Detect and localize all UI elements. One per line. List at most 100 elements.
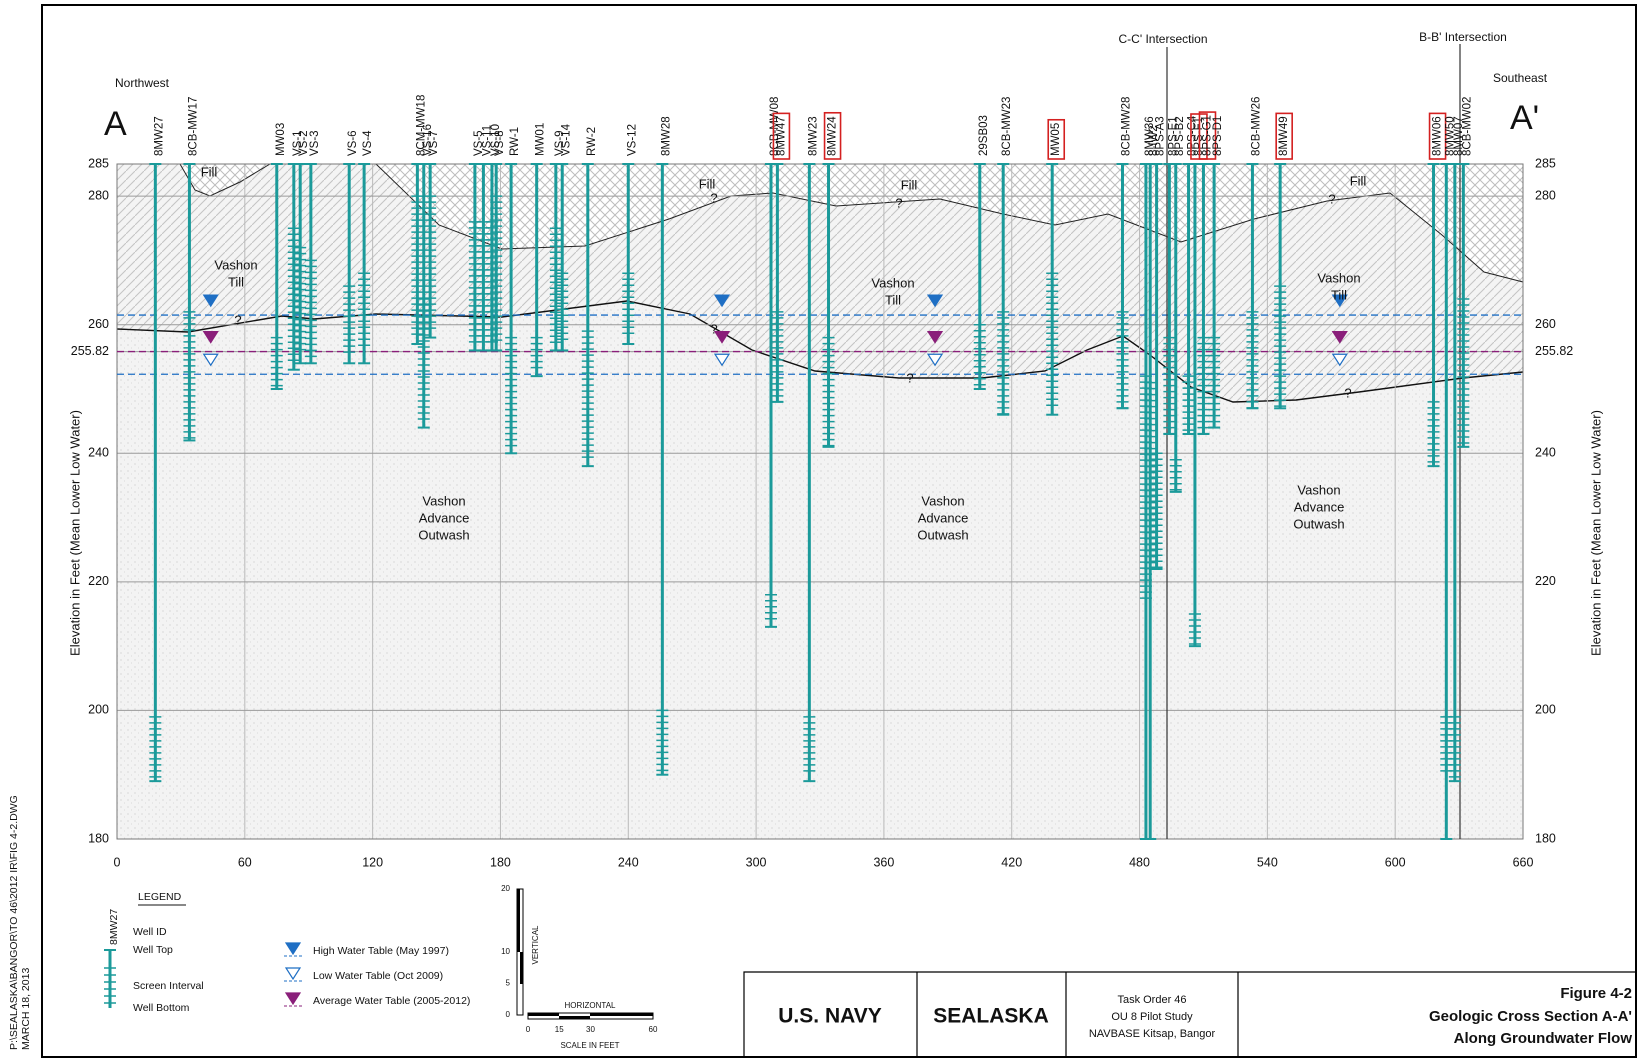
legend-label: Average Water Table (2005-2012) <box>313 995 470 1007</box>
y-tick-label: 260 <box>1535 317 1556 331</box>
legend-symbol <box>286 943 300 954</box>
well-label-group: VS-8 <box>494 130 506 156</box>
y-tick-label: 180 <box>1535 831 1556 845</box>
well-label-group: VS-6 <box>347 130 359 156</box>
geology-label: Vashon <box>1297 482 1340 497</box>
y-tick-label: 240 <box>88 446 109 460</box>
well-id: 8CB-MW02 <box>1461 97 1473 156</box>
geology-label: Fill <box>201 164 218 179</box>
well-id: 8PS-D1 <box>1212 116 1224 156</box>
well-id: RW-1 <box>509 127 521 156</box>
scale-tick: 10 <box>501 947 510 956</box>
vertical-scale-fill <box>517 889 520 952</box>
well-id: 8CB-MW28 <box>1121 97 1133 156</box>
y-tick-label: 220 <box>1535 574 1556 588</box>
y-tick-label: 260 <box>88 317 109 331</box>
well-label-group: 8CB-MW23 <box>1001 97 1013 156</box>
well-label-group: 8MW27 <box>153 116 165 156</box>
geology-label: Advance <box>419 510 470 525</box>
geology-label: Fill <box>699 176 716 191</box>
legend-label: Well Bottom <box>133 1002 190 1014</box>
page: { "header": {"left_direction": "Northwes… <box>0 0 1638 1060</box>
scale-tick: 60 <box>649 1025 658 1034</box>
y-tick-label: 200 <box>1535 703 1556 717</box>
legend-label: Low Water Table (Oct 2009) <box>313 970 443 982</box>
figure-number: Figure 4-2 <box>1560 985 1632 1002</box>
well-id: 8PS-A3 <box>1155 116 1167 156</box>
well-label-group: 8MW24 <box>825 113 841 159</box>
well-label-group: VS-7 <box>428 130 440 156</box>
well-id: 8MW47 <box>775 116 787 156</box>
x-tick-label: 60 <box>238 855 252 869</box>
geology-label: Outwash <box>917 527 968 542</box>
x-tick-label: 660 <box>1513 855 1534 869</box>
well-label-group: 8MW23 <box>807 116 819 156</box>
file-info: P:\SEALASKA\BANGOR\TO 46\2012 IR\FIG 4-2… <box>8 795 32 1050</box>
scale-label: VERTICAL <box>531 925 540 965</box>
contractor: SEALASKA <box>933 1005 1049 1028</box>
scale-bar: VERTICAL HORIZONTAL SCALE IN FEET 051020… <box>501 884 658 1050</box>
x-tick-label: 120 <box>362 855 383 869</box>
scale-tick: 0 <box>506 1010 511 1019</box>
well-id: 8CB-MW26 <box>1250 97 1262 156</box>
legend-example-id: 8MW27 <box>108 909 120 945</box>
legend: LEGEND 8MW27 Well ID Well Top Screen Int… <box>104 891 470 1014</box>
horizontal-scale-fill <box>528 1013 559 1016</box>
y-axis-title: Elevation in Feet (Mean Lower Low Water) <box>67 410 82 656</box>
well-id: VS-8 <box>494 130 506 156</box>
title-block: U.S. NAVY SEALASKA Task Order 46 OU 8 Pi… <box>744 972 1636 1058</box>
well-label-group: 8MW28 <box>660 116 672 156</box>
section-end: A' <box>1510 99 1539 137</box>
geology-label: Till <box>228 274 244 289</box>
geology-label: Vashon <box>921 493 964 508</box>
scale-tick: 20 <box>501 884 510 893</box>
well-id: VS-3 <box>309 130 321 156</box>
screen-interval <box>418 299 430 419</box>
intersection-label: B-B' Intersection <box>1419 30 1507 44</box>
well-id: 8CB-MW17 <box>187 97 199 156</box>
well-label-group: 8CB-MW28 <box>1121 97 1133 156</box>
well-id: 8MW06 <box>1432 116 1444 156</box>
well-label-group: RW-2 <box>586 127 598 156</box>
well-label-group: 8MW06 <box>1430 113 1446 159</box>
x-tick-label: 420 <box>1001 855 1022 869</box>
well-label-group: 29SB03 <box>978 115 990 156</box>
scale-label: HORIZONTAL <box>565 1001 617 1010</box>
legend-label: Screen Interval <box>133 980 204 992</box>
uncertain-mark: ? <box>895 195 902 210</box>
well-label-group: 8CB-MW17 <box>187 97 199 156</box>
well-id: VS-12 <box>626 124 638 156</box>
well-label-group: MW01 <box>535 123 547 156</box>
well-id: 8MW28 <box>660 116 672 156</box>
well-id: RW-2 <box>586 127 598 156</box>
well-id: VS-6 <box>347 130 359 156</box>
well-id: VS-7 <box>428 130 440 156</box>
project-line: Task Order 46 <box>1117 994 1186 1006</box>
section-end: A <box>104 105 127 143</box>
uncertain-mark: ? <box>906 370 913 385</box>
legend-title: LEGEND <box>138 891 182 903</box>
well-id: 29SB03 <box>978 115 990 156</box>
scale-tick: 0 <box>526 1025 531 1034</box>
well-id: MW05 <box>1050 123 1062 156</box>
y-tick-label: 255.82 <box>71 344 109 358</box>
uncertain-mark: ? <box>234 312 241 327</box>
uncertain-mark: ? <box>710 321 717 336</box>
x-tick-label: 180 <box>490 855 511 869</box>
well-id: MW01 <box>535 123 547 156</box>
well-label-group: 8CB-MW26 <box>1250 97 1262 156</box>
uncertain-mark: ? <box>1344 385 1351 400</box>
geology-label: Till <box>1331 287 1347 302</box>
uncertain-mark: ? <box>1328 191 1335 206</box>
well-label-group: 8MW49 <box>1276 113 1292 159</box>
legend-symbol <box>286 968 300 979</box>
well-label-group: 8MW47 <box>773 113 789 159</box>
x-tick-label: 240 <box>618 855 639 869</box>
horizontal-scale-fill <box>559 1016 590 1019</box>
vertical-scale-fill <box>520 952 523 984</box>
well-id: MW03 <box>275 123 287 156</box>
well-id: VS-14 <box>560 123 572 156</box>
geology-label: Fill <box>1350 173 1367 188</box>
well-id: 8MW24 <box>827 116 839 156</box>
legend-symbol <box>286 993 300 1004</box>
